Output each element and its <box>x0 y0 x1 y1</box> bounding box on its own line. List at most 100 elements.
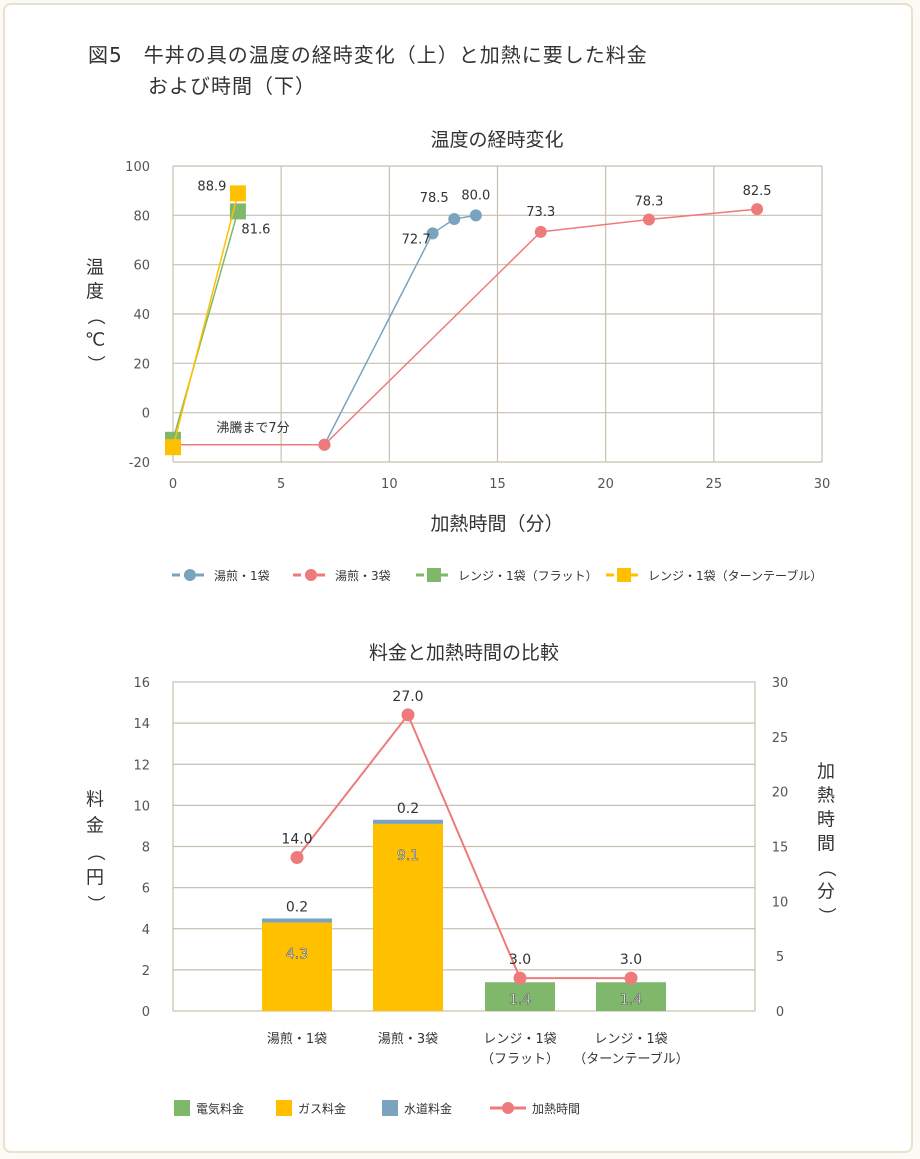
chart2-bar <box>262 918 332 923</box>
chart1-ytick: 0 <box>142 407 150 422</box>
chart1-ylabel-char: 度 <box>86 282 104 303</box>
chart2-time-line <box>296 712 631 980</box>
chart2-y2tick: 5 <box>776 950 784 965</box>
chart2-bar <box>373 819 443 824</box>
chart1-ytick: -20 <box>129 456 150 471</box>
chart2-y2tick: 20 <box>772 786 789 801</box>
chart1-ylabel: 温度 （ ℃ ） <box>85 258 106 374</box>
chart2-category-label: （フラット） <box>481 1052 559 1067</box>
chart1-point <box>229 185 246 202</box>
chart2-bar <box>485 982 555 1011</box>
chart1-data-label: 81.6 <box>241 222 270 237</box>
chart1-xtick: 10 <box>381 477 398 492</box>
chart1-point <box>318 438 331 451</box>
chart2-ytick: 0 <box>142 1005 150 1020</box>
chart1-legend-marker <box>617 568 631 582</box>
chart2-ylabel-char: 金 <box>86 816 104 837</box>
chart2-bar-label: 1.4 <box>509 992 531 1008</box>
chart2-bar <box>596 982 666 1011</box>
chart1-xtick: 25 <box>706 477 723 492</box>
chart1-data-label: 82.5 <box>743 184 772 199</box>
chart2-legend-label: 加熱時間 <box>532 1102 580 1116</box>
figure-title-line1: 図5 牛丼の具の温度の経時変化（上）と加熱に要した料金 <box>88 43 648 67</box>
chart2-time-point <box>513 971 527 985</box>
chart2-bar <box>262 922 332 1011</box>
chart1-legend-label: レンジ・1袋（フラット） <box>458 569 598 583</box>
chart2-y2label: 加熱時間 （ 分 ） <box>816 762 837 926</box>
chart2-ytick: 14 <box>133 717 150 732</box>
chart1-xtick: 30 <box>814 477 831 492</box>
chart1-ytick: 40 <box>133 308 150 323</box>
chart2-ytick: 12 <box>133 758 150 773</box>
chart2-legend-label: 水道料金 <box>404 1101 452 1116</box>
chart1-xtick: 5 <box>277 477 285 492</box>
chart2-time-label: 3.0 <box>620 952 642 968</box>
chart2-category-label: （ターンテーブル） <box>573 1051 689 1067</box>
chart2-y2label-char: ） <box>816 907 837 925</box>
chart2-bar-label: 0.2 <box>286 899 308 915</box>
chart1-legend-marker <box>427 568 441 582</box>
chart1-legend-label: レンジ・1袋（ターンテーブル） <box>648 568 822 583</box>
chart1-point <box>642 213 655 226</box>
chart1-xlabel: 加熱時間（分） <box>430 513 563 535</box>
chart2-category-label: レンジ・1袋 <box>594 1032 667 1047</box>
figure-frame <box>3 3 913 1153</box>
chart2-bar-label: 9.1 <box>397 848 419 864</box>
chart2-bar <box>373 823 443 1011</box>
chart1-data-label: 80.0 <box>461 188 490 203</box>
chart1-legend-label: 湯煎・3袋 <box>335 568 391 583</box>
figure-title: 図5 牛丼の具の温度の経時変化（上）と加熱に要した料金 および時間（下） <box>88 40 648 102</box>
chart1-point <box>469 209 482 222</box>
chart2-legend-label: ガス料金 <box>298 1101 346 1116</box>
chart2-ytick: 6 <box>142 882 150 897</box>
chart1-data-label: 73.3 <box>526 205 555 220</box>
chart1-point <box>448 213 461 226</box>
chart2-y2tick: 0 <box>776 1005 784 1020</box>
chart2-legend-label: 電気料金 <box>196 1101 244 1116</box>
chart2-title: 料金と加熱時間の比較 <box>369 642 559 664</box>
chart1-point <box>165 439 181 456</box>
chart1-data-label: 78.5 <box>420 191 449 206</box>
chart1-ytick: 80 <box>133 209 150 224</box>
chart1-data-label: 88.9 <box>197 179 226 194</box>
chart2-legend-swatch <box>382 1100 398 1116</box>
chart1-ylabel-char: 温 <box>86 258 104 279</box>
chart2-y2tick: 25 <box>772 731 789 746</box>
chart1-legend-marker <box>184 569 196 581</box>
chart2-y2tick: 15 <box>772 841 789 856</box>
chart1-ylabel-char: ） <box>85 355 106 373</box>
chart2-time-label: 3.0 <box>509 952 531 968</box>
chart1-xtick: 15 <box>489 477 506 492</box>
chart2-category-label: レンジ・1袋 <box>483 1032 556 1047</box>
chart2-y2label-char: 分 <box>817 882 835 903</box>
chart2-ylabel: 料金 （ 円 ） <box>85 790 106 914</box>
chart2-bar-label: 1.4 <box>620 992 642 1008</box>
chart2-y2label-char: 加 <box>817 762 835 783</box>
chart1-ytick: 20 <box>133 357 150 372</box>
chart2-ytick: 16 <box>133 676 150 691</box>
chart1-xtick: 20 <box>597 477 614 492</box>
figure-title-line2: および時間（下） <box>148 74 316 98</box>
chart1-xtick: 0 <box>169 477 177 492</box>
chart2-y2label-char: 熱 <box>817 786 835 807</box>
chart2-ytick: 10 <box>133 799 150 814</box>
chart1-data-label: 78.3 <box>634 195 663 210</box>
chart2-legend-swatch <box>174 1100 190 1116</box>
chart1-series-line <box>172 211 239 441</box>
chart2-y2label-char: 間 <box>817 834 835 855</box>
chart2-y2tick: 10 <box>772 895 789 910</box>
chart2-bar-label: 0.2 <box>397 801 419 817</box>
chart1-legend-label: 湯煎・1袋 <box>214 568 270 583</box>
chart2-ylabel-char: 円 <box>86 868 104 889</box>
chart2-y2label-char: 時 <box>817 810 835 831</box>
chart2-ylabel-char: 料 <box>86 790 104 811</box>
chart2-category-label: 湯煎・3袋 <box>378 1031 438 1047</box>
chart2-legend-swatch <box>276 1100 292 1116</box>
chart2-y2tick: 30 <box>772 676 789 691</box>
chart2-category-label: 湯煎・1袋 <box>267 1031 327 1047</box>
chart2-time-point <box>401 708 415 722</box>
chart2-ytick: 8 <box>142 841 150 856</box>
chart1-point <box>534 225 547 238</box>
chart2-time-point <box>290 850 304 864</box>
